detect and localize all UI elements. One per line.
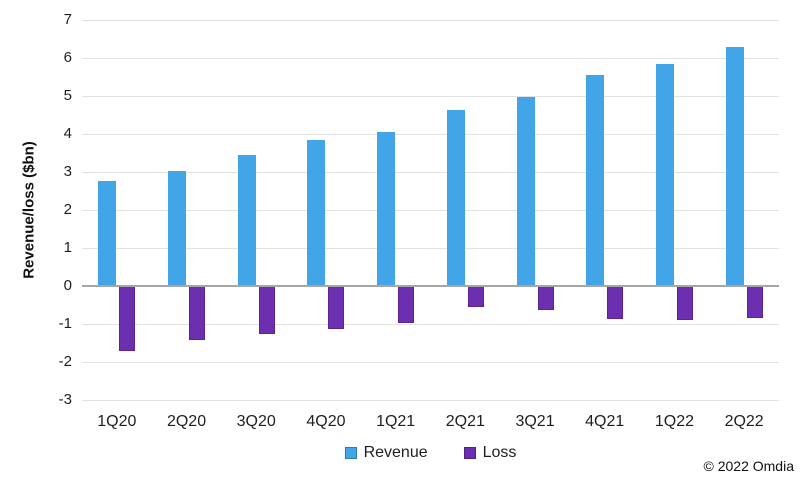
revenue-bar: [516, 97, 535, 286]
revenue-bar: [168, 171, 187, 286]
legend-label: Revenue: [363, 444, 428, 461]
loss-bar: [328, 286, 345, 329]
x-tick-label: 4Q21: [585, 413, 625, 430]
gridline: [82, 96, 779, 97]
gridline: [82, 400, 779, 401]
y-tick-label: 0: [63, 277, 72, 294]
gridline: [82, 248, 779, 249]
plot-area: 7 6 5 4 3 2 1 0 -1 -2 -3 1Q20 2Q20 3Q20 4Q20 1Q21 2Q21 3Q…: [59, 11, 779, 430]
loss-bar: [119, 286, 136, 352]
x-tick-label: 3Q21: [515, 413, 555, 430]
revenue-bar: [655, 64, 674, 286]
y-tick-label: 1: [63, 239, 72, 256]
legend-item-revenue: Revenue: [344, 444, 428, 462]
x-tick-label: 2Q21: [445, 413, 485, 430]
gridline: [82, 324, 779, 325]
revenue-bar: [307, 140, 326, 286]
legend-item-loss: Loss: [463, 444, 517, 462]
y-tick-label: 7: [63, 11, 72, 28]
y-tick-label: 5: [63, 87, 72, 104]
loss-bar: [189, 286, 206, 341]
y-tick-label: 6: [63, 49, 72, 66]
x-tick-label: 2Q22: [724, 413, 764, 430]
revenue-legend-swatch-icon: [344, 447, 357, 459]
x-tick-label: 3Q20: [236, 413, 276, 430]
copyright-text: © 2022 Omdia: [703, 458, 794, 474]
loss-bar: [258, 286, 275, 335]
loss-bar: [746, 286, 763, 318]
revenue-bar: [446, 110, 465, 286]
loss-bar: [398, 286, 415, 323]
x-tick-label: 1Q21: [376, 413, 416, 430]
loss-bar: [676, 286, 693, 320]
x-tick-label: 1Q20: [97, 413, 137, 430]
gridline: [82, 58, 779, 59]
y-tick-label: 3: [63, 163, 72, 180]
revenue-bar: [586, 75, 605, 286]
gridline: [82, 172, 779, 173]
loss-bar: [607, 286, 624, 320]
gridline: [82, 134, 779, 135]
revenue-bar: [98, 180, 117, 286]
zero-axis-line: [82, 285, 779, 287]
gridline: [82, 20, 779, 21]
x-tick-label: 2Q20: [166, 413, 207, 430]
legend-label: Loss: [482, 444, 517, 461]
y-tick-label: -1: [58, 315, 72, 332]
gridline: [82, 210, 779, 211]
loss-bar: [537, 286, 554, 310]
y-tick-label: 4: [63, 125, 72, 142]
y-tick-label: -2: [58, 353, 72, 370]
x-tick-label: 4Q20: [306, 413, 346, 430]
revenue-bar: [377, 132, 396, 286]
revenue-bar: [725, 47, 744, 286]
loss-legend-swatch-icon: [463, 447, 476, 459]
loss-bar: [467, 286, 484, 307]
legend: Revenue Loss: [82, 444, 779, 462]
revenue-bar: [237, 154, 256, 286]
x-tick-label: 1Q22: [654, 413, 694, 430]
y-tick-label: -3: [58, 391, 72, 408]
gridline: [82, 362, 779, 363]
y-tick-label: 2: [63, 201, 72, 218]
